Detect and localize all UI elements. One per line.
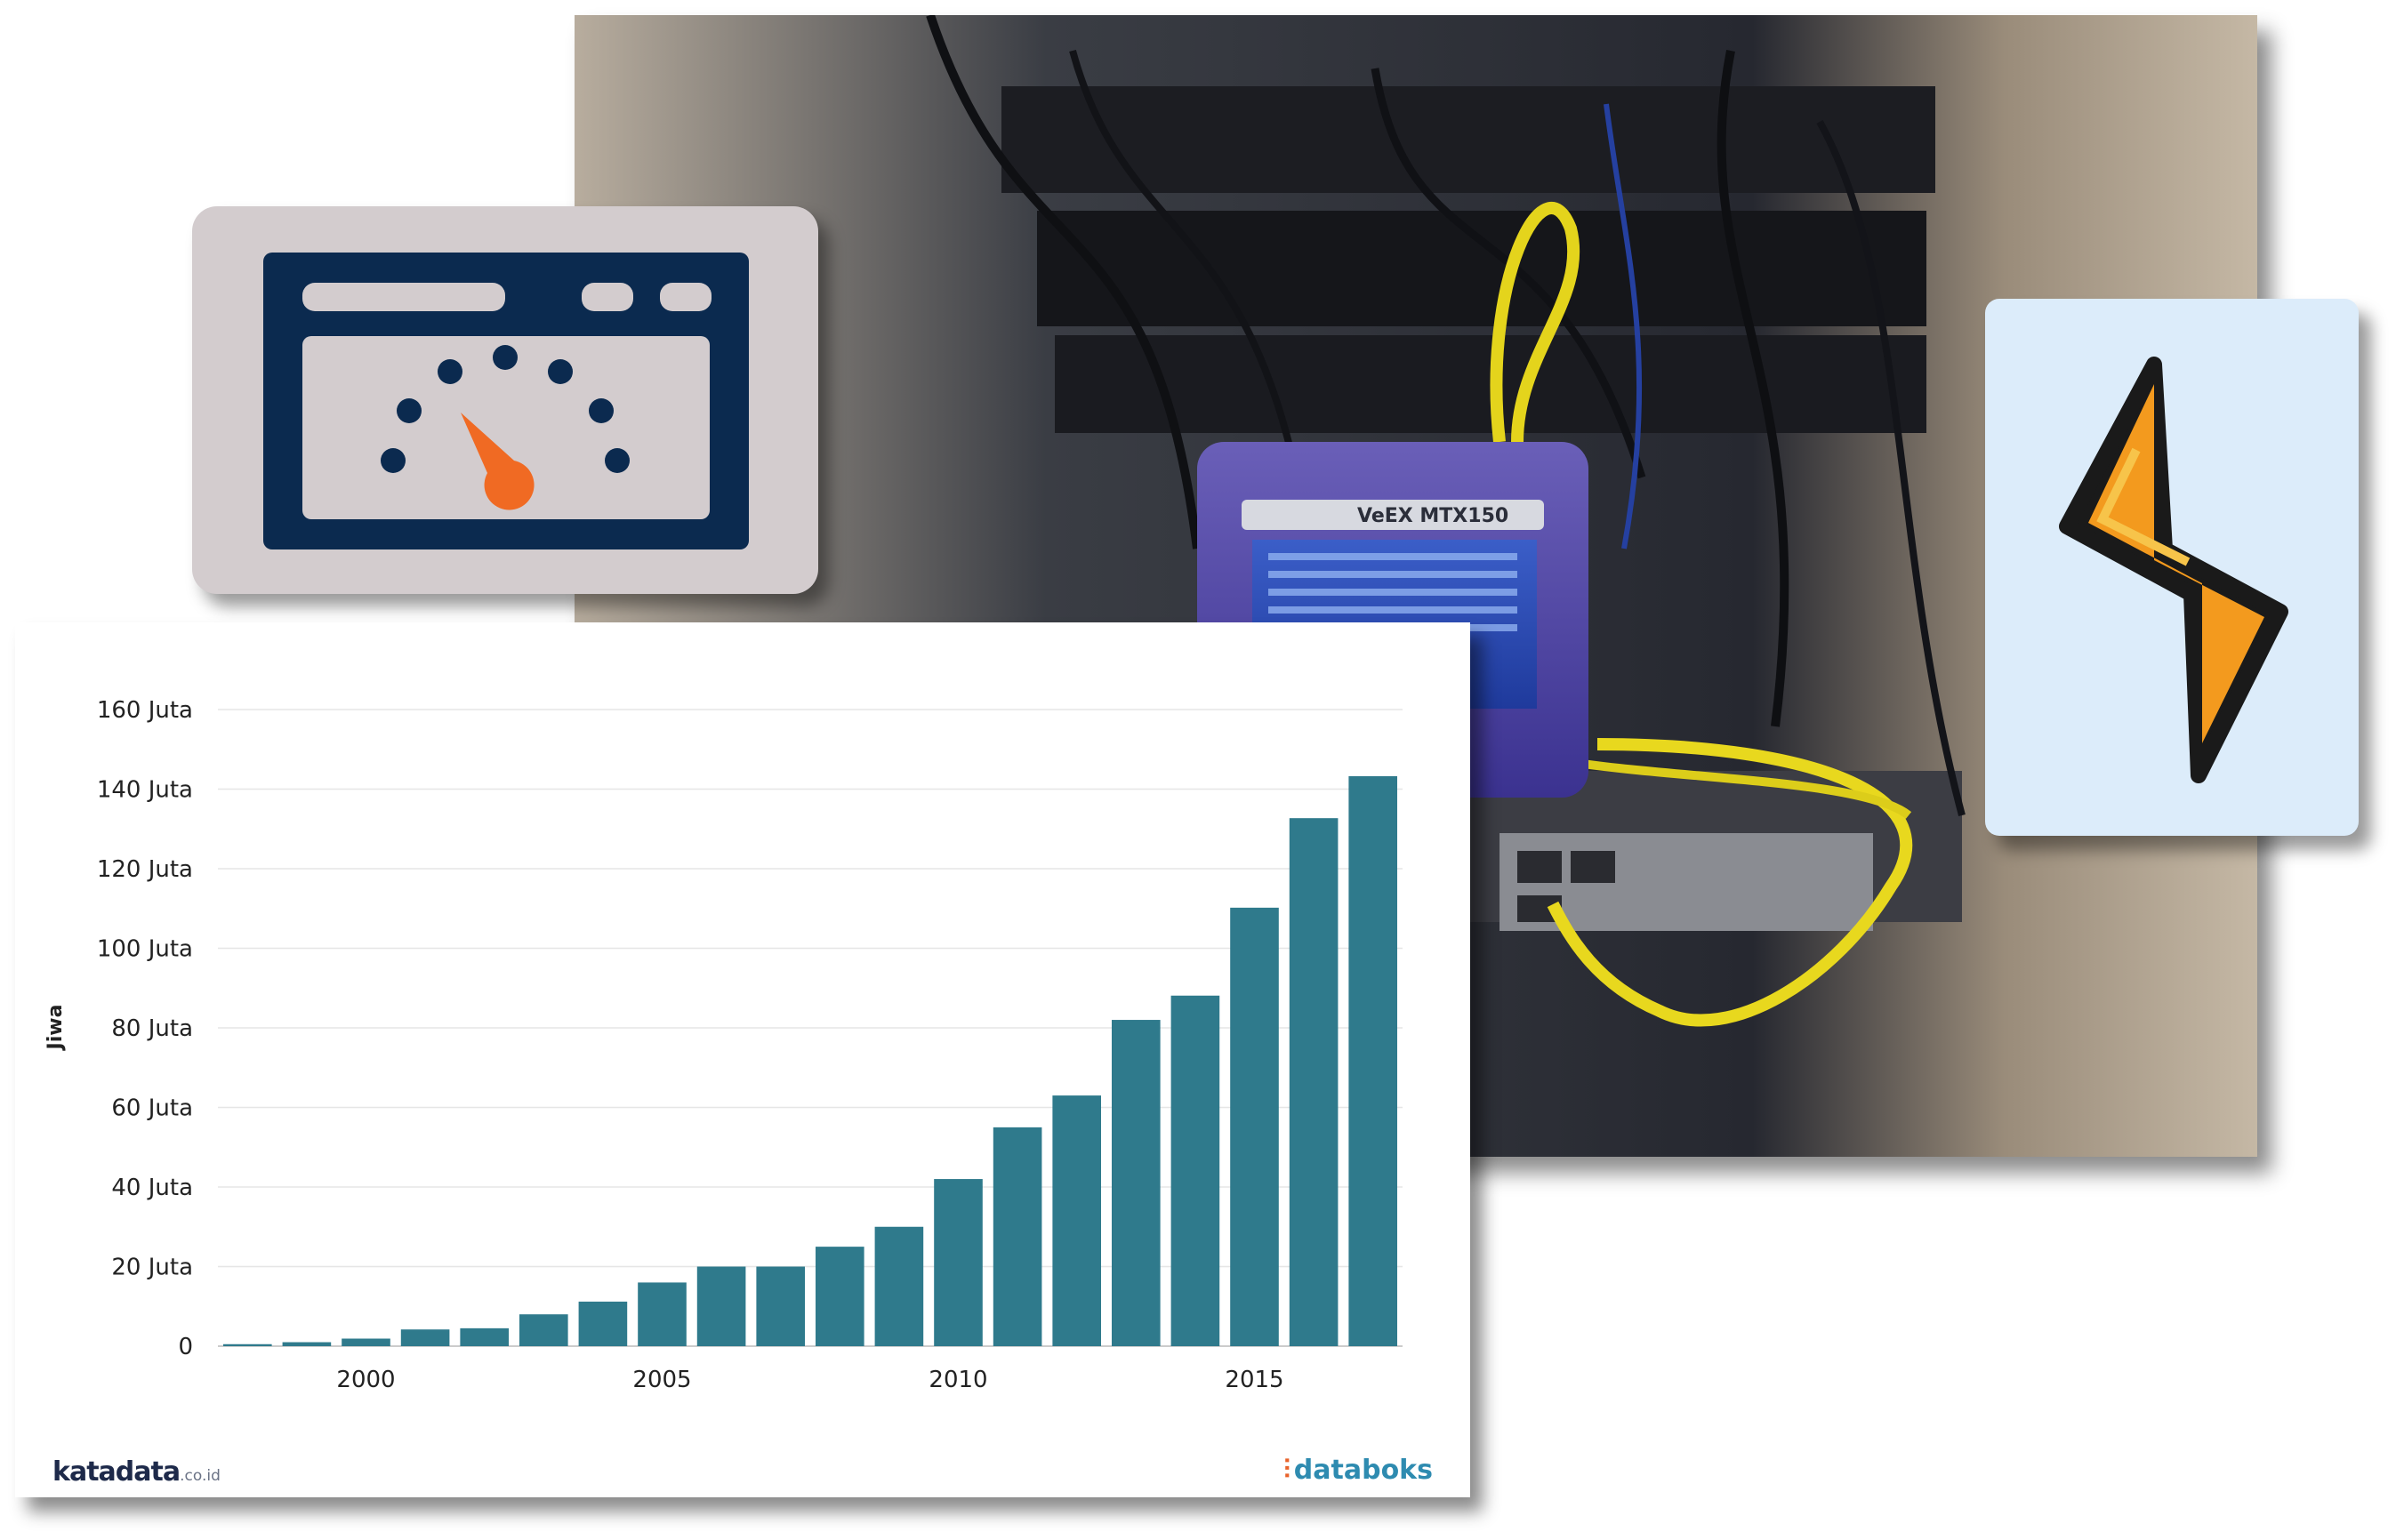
y-tick-label: 0 xyxy=(178,1334,193,1360)
bar-2007 xyxy=(756,1266,806,1346)
y-axis-ticks: 0 20 Juta 40 Juta 60 Juta 80 Juta 100 Juta 120… xyxy=(97,697,193,1360)
y-tick-label: 100 Juta xyxy=(97,936,193,963)
power-bolt-card xyxy=(1985,299,2359,836)
x-tick-label: 2000 xyxy=(336,1367,395,1393)
bar-2015 xyxy=(1230,907,1279,1346)
bar-2005 xyxy=(638,1282,687,1346)
bar-2014 xyxy=(1170,995,1220,1346)
bar-2004 xyxy=(578,1301,628,1346)
y-tick-label: 60 Juta xyxy=(111,1095,193,1122)
y-tick-label: 160 Juta xyxy=(97,697,193,724)
chart-gridlines xyxy=(218,709,1403,1347)
bar-chart: 0 20 Juta 40 Juta 60 Juta 80 Juta 100 Juta 120… xyxy=(44,697,1403,1393)
device-brand: VeEX MTX150 xyxy=(1357,505,1508,527)
network-rack-photo: VeEX MTX150 xyxy=(575,15,2257,1157)
katadata-logo-suffix: .co.id xyxy=(180,1467,221,1485)
bar-2008 xyxy=(815,1247,864,1346)
y-axis-label: Jiwa xyxy=(44,1005,67,1052)
x-tick-label: 2010 xyxy=(929,1367,987,1393)
databoks-logo-text: databoks xyxy=(1293,1455,1433,1486)
y-tick-label: 140 Juta xyxy=(97,777,193,804)
lightning-bolt-icon xyxy=(2059,357,2288,783)
x-axis-ticks: 2000 2005 2010 2015 xyxy=(336,1367,1283,1393)
bar-2017 xyxy=(1348,775,1398,1346)
bar-2011 xyxy=(993,1127,1042,1346)
speedometer-browser-icon xyxy=(263,253,749,549)
bar-2002 xyxy=(460,1327,510,1346)
bar-2016 xyxy=(1289,818,1339,1346)
speed-gauge-card xyxy=(192,206,818,594)
databoks-bars-icon: ⫶ xyxy=(1283,1455,1290,1486)
rack-photo-illustration: VeEX MTX150 xyxy=(575,15,2257,1157)
bar-2001 xyxy=(400,1329,450,1346)
bar-2003 xyxy=(519,1314,568,1346)
bar-chart-card: 0 20 Juta 40 Juta 60 Juta 80 Juta 100 Juta 120… xyxy=(15,622,1470,1497)
bar-1998 xyxy=(222,1343,272,1346)
bar-2012 xyxy=(1052,1095,1102,1346)
bar-2013 xyxy=(1111,1020,1161,1346)
chart-bars xyxy=(222,775,1398,1346)
databoks-logo: ⫶ databoks xyxy=(1283,1455,1433,1486)
x-tick-label: 2005 xyxy=(632,1367,691,1393)
bar-2006 xyxy=(696,1266,746,1346)
y-tick-label: 40 Juta xyxy=(111,1175,193,1201)
bar-2010 xyxy=(934,1179,983,1346)
y-tick-label: 120 Juta xyxy=(97,856,193,883)
y-tick-label: 20 Juta xyxy=(111,1255,193,1281)
katadata-logo: katadata.co.id xyxy=(52,1456,221,1488)
bar-2000 xyxy=(342,1338,390,1346)
x-tick-label: 2015 xyxy=(1225,1367,1283,1393)
bar-1999 xyxy=(282,1342,332,1346)
katadata-logo-text: katadata xyxy=(52,1456,181,1488)
bar-2009 xyxy=(874,1226,924,1346)
y-tick-label: 80 Juta xyxy=(111,1015,193,1042)
